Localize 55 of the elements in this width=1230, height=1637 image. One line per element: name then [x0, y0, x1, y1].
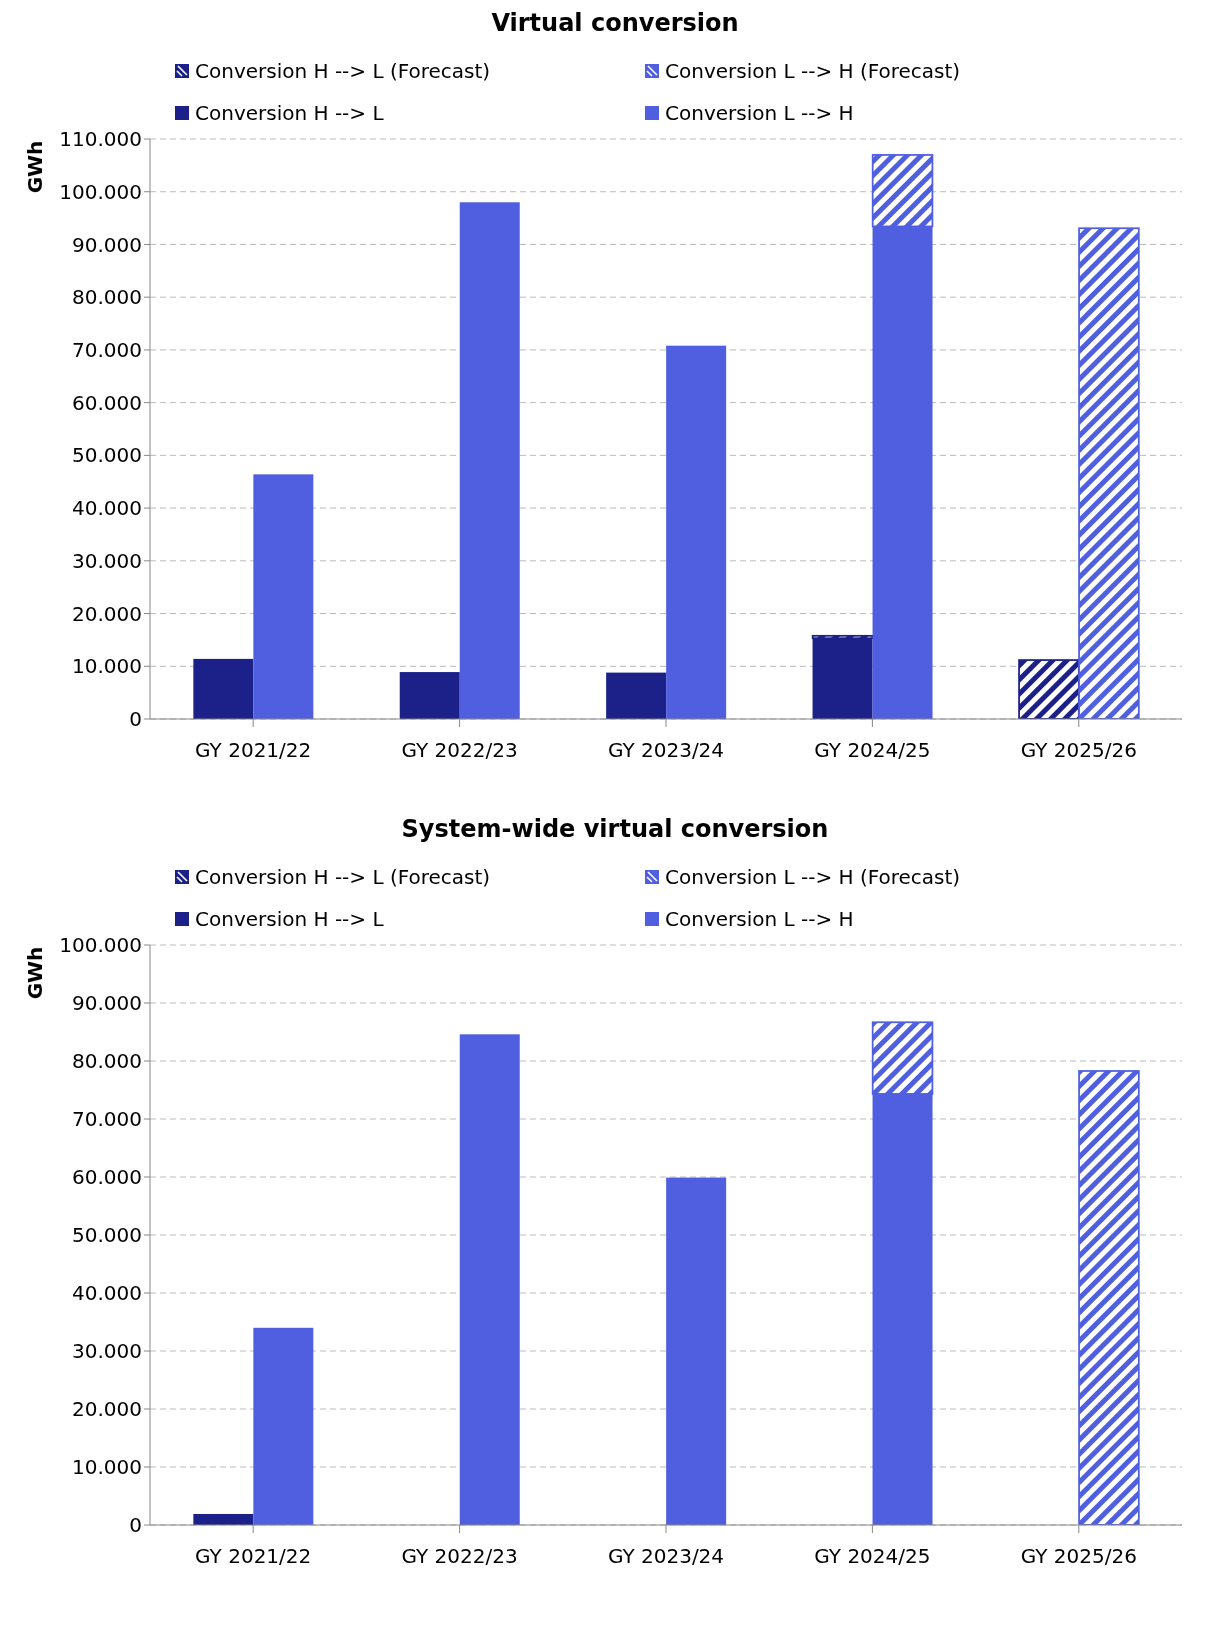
legend-label: Conversion H --> L (Forecast) — [195, 59, 491, 83]
bar — [253, 1327, 314, 1525]
x-tick-label: GY 2025/26 — [1020, 738, 1137, 763]
x-tick-label: GY 2024/25 — [814, 1544, 931, 1569]
y-tick-label: 70.000 — [72, 1107, 142, 1132]
y-tick-label: 0 — [129, 707, 142, 732]
y-tick-label: 70.000 — [72, 338, 142, 363]
y-tick-label: 100.000 — [59, 933, 142, 958]
y-tick-label: 110.000 — [59, 127, 142, 152]
y-tick-label: 40.000 — [72, 496, 142, 521]
legend-label: Conversion L --> H — [665, 907, 854, 931]
y-tick-label: 30.000 — [72, 548, 142, 573]
legend-label: Conversion L --> H (Forecast) — [665, 59, 961, 83]
legend-label: Conversion H --> L — [195, 907, 384, 931]
y-tick-label: 20.000 — [72, 1397, 142, 1422]
y-tick-label: 10.000 — [72, 654, 142, 679]
legend-label: Conversion H --> L — [195, 101, 384, 125]
y-tick-label: 10.000 — [72, 1455, 142, 1480]
bar — [606, 672, 667, 719]
x-tick-label: GY 2025/26 — [1020, 1544, 1137, 1569]
legend-label: Conversion L --> H (Forecast) — [665, 865, 961, 889]
bar — [459, 1034, 520, 1525]
bar — [193, 1513, 254, 1525]
legend-label: Conversion L --> H — [665, 101, 854, 125]
x-tick-label: GY 2024/25 — [814, 738, 931, 763]
y-tick-label: 40.000 — [72, 1281, 142, 1306]
bar — [459, 202, 520, 719]
y-tick-label: 50.000 — [72, 443, 142, 468]
y-tick-label: 20.000 — [72, 601, 142, 626]
y-tick-label: 50.000 — [72, 1223, 142, 1248]
x-tick-label: GY 2022/23 — [401, 738, 518, 763]
y-tick-label: 80.000 — [72, 1049, 142, 1074]
x-tick-label: GY 2022/23 — [401, 1544, 518, 1569]
x-tick-label: GY 2021/22 — [195, 738, 312, 763]
bar — [399, 672, 460, 719]
legend-label: Conversion H --> L (Forecast) — [195, 865, 491, 889]
y-tick-label: 30.000 — [72, 1339, 142, 1364]
y-tick-label: 90.000 — [72, 232, 142, 257]
y-axis-title: GWh — [23, 140, 47, 194]
y-tick-label: 60.000 — [72, 390, 142, 415]
chart-title: System-wide virtual conversion — [400, 814, 830, 845]
bar — [666, 1177, 727, 1525]
bar — [193, 658, 254, 719]
y-tick-label: 100.000 — [59, 179, 142, 204]
x-tick-label: GY 2021/22 — [195, 1544, 312, 1569]
y-tick-label: 90.000 — [72, 991, 142, 1016]
y-tick-label: 0 — [129, 1513, 142, 1538]
chart-title: Virtual conversion — [490, 8, 740, 39]
y-axis-title: GWh — [23, 946, 47, 1000]
y-tick-label: 80.000 — [72, 285, 142, 310]
bar — [666, 345, 727, 719]
bar — [253, 474, 314, 719]
x-tick-label: GY 2023/24 — [607, 738, 725, 763]
x-tick-label: GY 2023/24 — [607, 1544, 725, 1569]
y-tick-label: 60.000 — [72, 1165, 142, 1190]
